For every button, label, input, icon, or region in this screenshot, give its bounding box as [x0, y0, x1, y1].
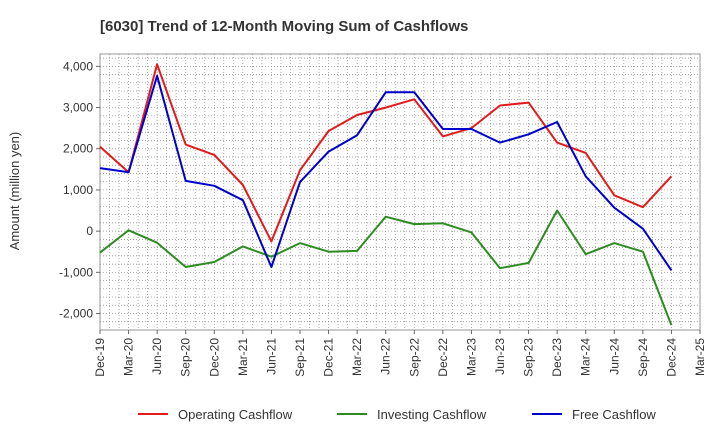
- x-tick-label: Dec-23: [550, 338, 564, 377]
- x-tick-label: Sep-23: [522, 338, 536, 377]
- x-tick-label: Dec-24: [664, 338, 678, 377]
- y-tick-label: -2,000: [59, 307, 93, 321]
- x-tick-label: Dec-20: [207, 338, 221, 377]
- series-line-3: [99, 74, 673, 271]
- chart-title: [6030] Trend of 12-Month Moving Sum of C…: [100, 18, 468, 35]
- x-tick-label: Jun-20: [150, 338, 164, 375]
- series-line-1: [99, 63, 673, 243]
- x-tick-label: Jun-24: [607, 338, 621, 375]
- x-tick-label: Mar-22: [350, 338, 364, 376]
- gridlines: [99, 54, 701, 331]
- x-axis-ticks: Dec-19 Mar-20 Jun-20 Sep-20 Dec-20 Mar-21 Jun-…: [93, 330, 707, 377]
- y-tick-label: 1,000: [63, 183, 93, 197]
- x-tick-label: Sep-24: [636, 338, 650, 377]
- x-tick-label: Sep-21: [293, 338, 307, 377]
- y-tick-label: 4,000: [63, 59, 93, 73]
- y-axis-ticks: 4,000 3,000 2,000 1,000 0 -1,000 -2,000: [59, 59, 100, 321]
- x-tick-label: Dec-22: [436, 338, 450, 377]
- x-tick-label: Mar-20: [122, 338, 136, 376]
- x-tick-label: Jun-21: [264, 338, 278, 375]
- y-tick-label: 0: [86, 224, 93, 238]
- legend-label-3: Free Cashflow: [572, 407, 656, 422]
- legend: Operating Cashflow Investing Cashflow Free…: [138, 407, 656, 422]
- y-tick-label: 3,000: [63, 101, 93, 115]
- y-tick-label: 2,000: [63, 142, 93, 156]
- y-tick-label: -1,000: [59, 265, 93, 279]
- x-tick-label: Mar-24: [579, 338, 593, 376]
- series-lines: [99, 63, 673, 326]
- x-tick-label: Mar-25: [693, 338, 707, 376]
- x-tick-label: Jun-23: [493, 338, 507, 375]
- x-tick-label: Sep-20: [179, 338, 193, 377]
- x-tick-label: Mar-23: [464, 338, 478, 376]
- x-tick-label: Sep-22: [407, 338, 421, 377]
- x-tick-label: Dec-19: [93, 338, 107, 377]
- y-axis-label: Amount (million yen): [7, 132, 22, 251]
- x-tick-label: Jun-22: [379, 338, 393, 375]
- series-line-2: [99, 209, 673, 326]
- x-tick-label: Mar-21: [236, 338, 250, 376]
- legend-label-2: Investing Cashflow: [377, 407, 487, 422]
- x-tick-label: Dec-21: [322, 338, 336, 377]
- legend-label-1: Operating Cashflow: [178, 407, 293, 422]
